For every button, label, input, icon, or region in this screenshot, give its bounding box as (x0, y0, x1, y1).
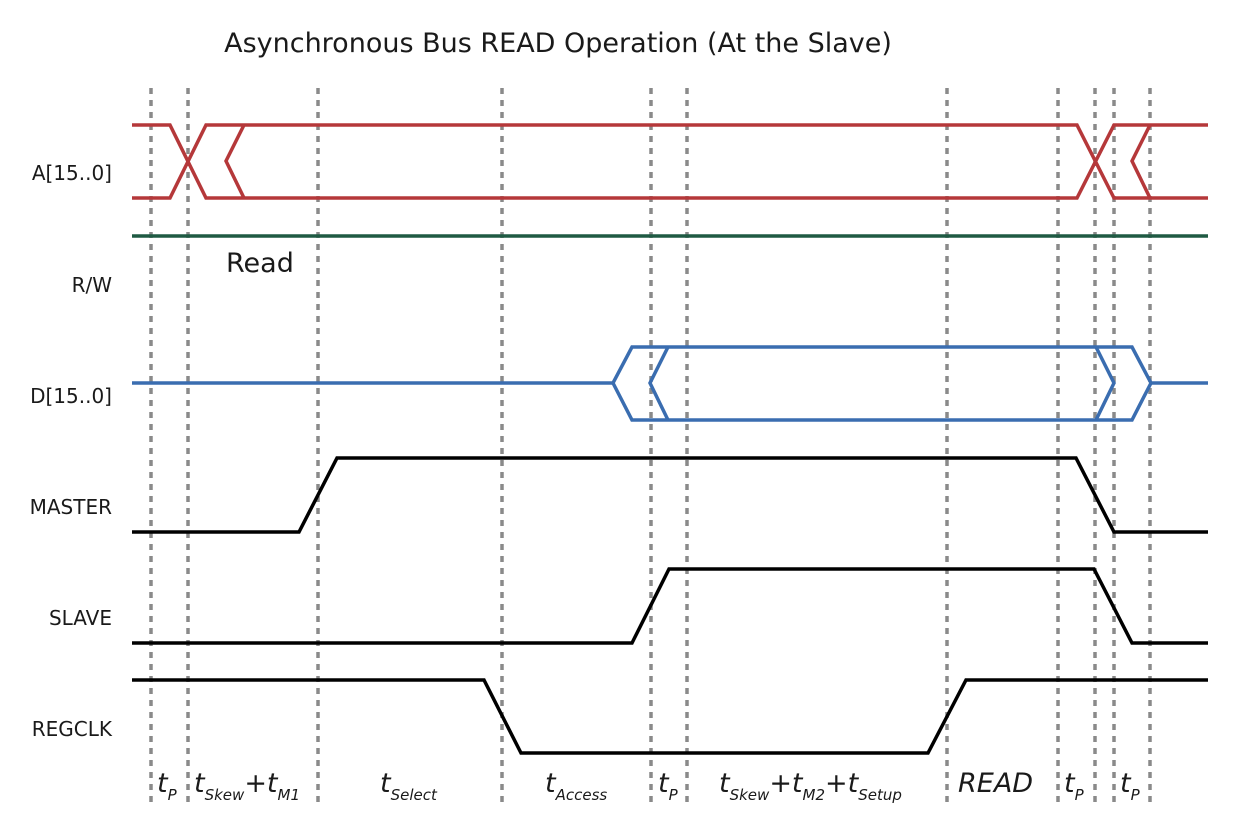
timing-tp-1: tP (157, 768, 178, 804)
rw-state-label: Read (226, 248, 294, 279)
label-rw: R/W (72, 273, 113, 297)
waveform-rw: Read (132, 234, 1208, 279)
signal-labels: A[15..0] R/W D[15..0] MASTER SLAVE REGCL… (30, 161, 113, 741)
label-data: D[15..0] (30, 384, 112, 408)
timing-tp-2: tP (658, 768, 679, 804)
data-trace (132, 345, 1208, 385)
waveform-data (132, 345, 1208, 422)
waveform-master (132, 456, 1208, 534)
regclk-trace (132, 678, 1208, 755)
timing-tp-4: tP (1120, 768, 1141, 804)
data-valid-edge (648, 346, 670, 421)
timing-read: READ (958, 768, 1033, 799)
address-trace (132, 123, 1208, 200)
address-trace (132, 123, 1208, 200)
timing-skew-m2-setup: tSkew+tM2+tSetup (719, 768, 902, 804)
waveform-address (132, 123, 1208, 200)
address-valid-edge (224, 124, 246, 199)
data-invalid-edge (1094, 346, 1116, 421)
timing-labels: tP tSkew+tM1 tSelect tAccess tP tSkew+tM… (157, 768, 1141, 804)
master-trace (132, 456, 1208, 534)
address-valid-edge (1130, 124, 1152, 199)
timing-access: tAccess (545, 768, 607, 804)
label-slave: SLAVE (49, 606, 112, 630)
timing-guides (149, 88, 1152, 805)
diagram-title: Asynchronous Bus READ Operation (At the … (224, 28, 892, 59)
timing-skew-m1: tSkew+tM1 (194, 768, 300, 804)
label-address: A[15..0] (32, 161, 112, 185)
label-master: MASTER (30, 495, 112, 519)
timing-select: tSelect (380, 768, 438, 804)
data-trace (611, 382, 1153, 422)
timing-tp-3: tP (1064, 768, 1085, 804)
waveform-slave (132, 567, 1208, 645)
waveform-regclk (132, 678, 1208, 755)
slave-trace (132, 567, 1208, 645)
label-regclk: REGCLK (32, 717, 113, 741)
